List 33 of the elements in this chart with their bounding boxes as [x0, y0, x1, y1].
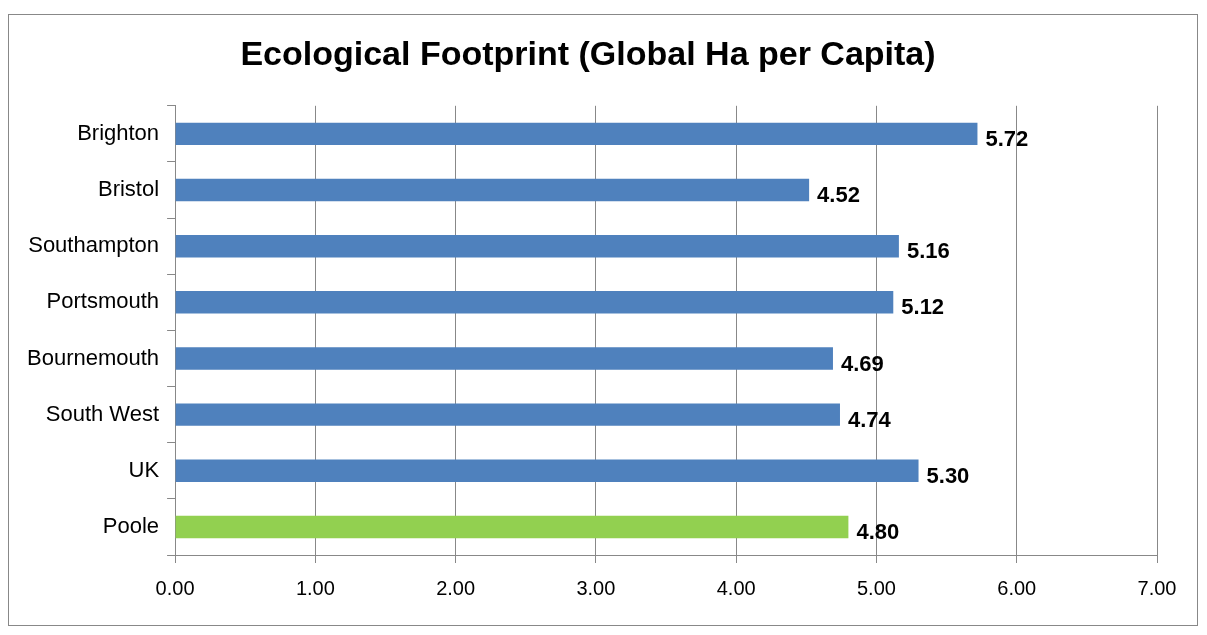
data-label: 5.30: [926, 462, 970, 488]
data-label: 4.69: [840, 350, 884, 376]
bar: [175, 234, 899, 258]
y-tick-label: South West: [45, 400, 160, 426]
y-tick-label: Southampton: [28, 232, 160, 258]
x-tick-label: 7.00: [1137, 576, 1177, 599]
bar: [175, 291, 894, 314]
data-label: 5.16: [906, 238, 950, 264]
x-tick-label: 3.00: [576, 576, 616, 599]
x-tick-label: 5.00: [856, 576, 896, 599]
x-tick-label: 2.00: [436, 576, 476, 599]
y-tick-label: Portsmouth: [46, 288, 160, 314]
data-label: 5.72: [985, 125, 1029, 151]
bar: [175, 403, 840, 426]
y-tick-label: Bristol: [97, 176, 160, 202]
bar: [175, 122, 978, 146]
data-label: 5.12: [901, 294, 945, 320]
bar: [175, 459, 919, 483]
y-tick-label: UK: [128, 456, 160, 482]
x-tick-label: 1.00: [295, 576, 335, 599]
y-tick-label: Poole: [102, 512, 160, 538]
data-label: 4.80: [856, 518, 900, 544]
x-tick-label: 0.00: [155, 576, 195, 599]
bar: [175, 178, 810, 202]
bar: [175, 515, 849, 539]
data-label: 4.52: [817, 182, 860, 208]
y-tick-label: Bournemouth: [26, 344, 160, 370]
y-tick-label: Brighton: [77, 119, 160, 145]
x-tick-label: 6.00: [997, 576, 1037, 599]
data-label: 4.74: [847, 406, 892, 432]
bar: [175, 347, 833, 370]
chart-title: Ecological Footprint (Global Ha per Capita): [240, 33, 936, 72]
x-tick-label: 4.00: [716, 576, 756, 599]
